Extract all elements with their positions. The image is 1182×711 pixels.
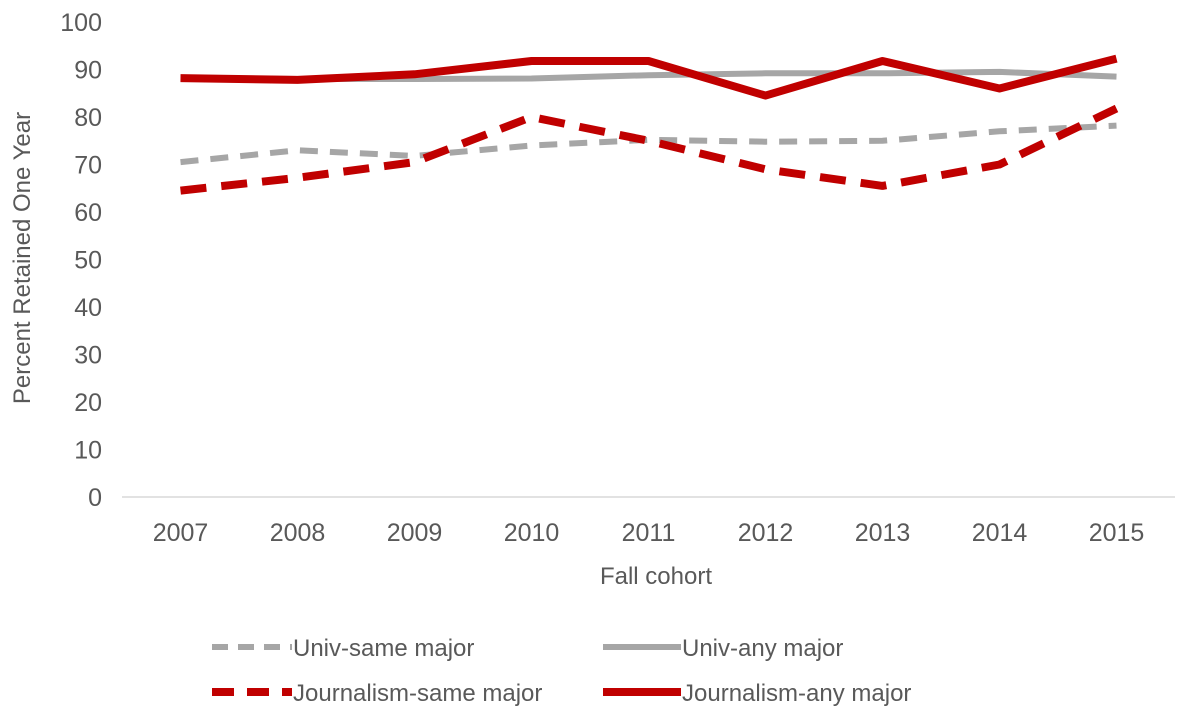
x-tick-label: 2008 — [270, 519, 326, 547]
y-tick-label: 0 — [88, 484, 102, 512]
x-tick-label: 2011 — [622, 519, 676, 547]
y-tick-label: 80 — [74, 104, 102, 132]
series-line-journalism-same-major — [180, 104, 1119, 195]
y-tick-label: 20 — [74, 389, 102, 417]
x-tick-label: 2010 — [504, 519, 560, 547]
y-tick-label: 40 — [74, 294, 102, 322]
y-tick-label: 50 — [74, 247, 102, 275]
x-tick-label: 2009 — [387, 519, 443, 547]
x-tick-label: 2007 — [153, 519, 209, 547]
x-axis-title: Fall cohort — [600, 563, 712, 590]
series-line-journalism-any-major — [180, 54, 1118, 100]
series-lines — [180, 54, 1119, 195]
x-tick-label: 2012 — [738, 519, 794, 547]
y-tick-label: 90 — [74, 57, 102, 85]
legend-label: Univ-any major — [682, 635, 843, 662]
series-line-univ-same-major — [180, 122, 1117, 166]
y-axis-ticks: 0 10 20 30 40 50 60 70 80 90 100 — [60, 9, 102, 512]
y-tick-label: 60 — [74, 199, 102, 227]
legend: Univ-same major Univ-any major Journalism-… — [212, 635, 911, 707]
y-tick-label: 70 — [74, 152, 102, 180]
legend-label: Journalism-any major — [682, 680, 911, 707]
x-tick-label: 2015 — [1089, 519, 1145, 547]
y-tick-label: 30 — [74, 342, 102, 370]
x-tick-label: 2013 — [855, 519, 911, 547]
legend-label: Univ-same major — [293, 635, 474, 662]
y-tick-label: 10 — [74, 437, 102, 465]
x-tick-label: 2014 — [972, 519, 1028, 547]
legend-label: Journalism-same major — [293, 680, 542, 707]
y-tick-label: 100 — [60, 9, 102, 37]
x-axis-ticks: 2007 2008 2009 2010 2011 2012 2013 2014 2015 — [153, 519, 1145, 547]
y-axis-title: Percent Retained One Year — [9, 112, 36, 404]
